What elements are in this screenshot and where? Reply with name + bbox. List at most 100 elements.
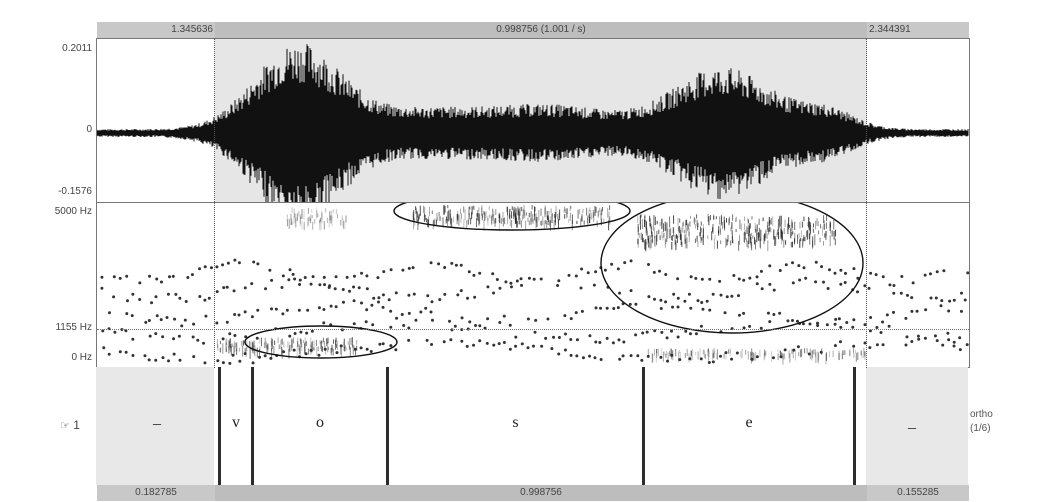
formant-dot — [748, 324, 752, 328]
formant-dot — [381, 305, 385, 309]
formant-dot — [664, 300, 668, 304]
formant-dot — [270, 307, 274, 311]
formant-dot — [750, 357, 754, 361]
textgrid-tier[interactable] — [96, 367, 968, 485]
spectrogram-panel[interactable] — [96, 202, 970, 368]
formant-dot — [274, 307, 278, 311]
formant-dot — [730, 357, 734, 361]
formant-dot — [934, 296, 938, 300]
formant-dot — [251, 361, 255, 365]
formant-dot — [904, 316, 908, 320]
formant-dot — [616, 267, 620, 271]
formant-dot — [923, 273, 927, 277]
interval-v[interactable]: v — [221, 414, 251, 438]
formant-dot — [768, 264, 772, 268]
formant-dot — [353, 347, 357, 351]
formant-dot — [460, 316, 464, 320]
formant-dot — [453, 324, 457, 328]
formant-dot — [166, 292, 170, 296]
waveform-panel[interactable] — [96, 38, 970, 204]
formant-dot — [552, 335, 556, 339]
formant-dot — [281, 312, 285, 316]
formant-dot — [161, 335, 165, 339]
bottom-bar-middle[interactable]: 0.998756 — [215, 485, 867, 501]
formant-dot — [311, 275, 315, 279]
formant-dot — [833, 322, 837, 326]
formant-dot — [863, 341, 867, 345]
interval-s[interactable]: s — [389, 414, 642, 438]
interval-boundary[interactable] — [853, 367, 856, 485]
interval-e[interactable]: e — [645, 414, 853, 438]
formant-dot — [335, 351, 339, 355]
interval-boundary[interactable] — [251, 367, 254, 485]
formant-dot — [288, 268, 292, 272]
formant-dot — [737, 313, 741, 317]
bottom-bar-right[interactable]: 0.155285 — [867, 485, 969, 501]
bottom-bar-left[interactable]: 0.182785 — [97, 485, 215, 501]
top-bar-selection[interactable]: 0.998756 (1.001 / s) — [215, 22, 867, 38]
formant-dot — [450, 261, 454, 265]
formant-dot — [594, 306, 598, 310]
formant-dot — [911, 281, 915, 285]
formant-dot — [419, 310, 423, 314]
tier-name-label[interactable]: ortho (1/6) — [970, 408, 1030, 436]
formant-dot — [659, 298, 663, 302]
top-bar-right-time[interactable]: 2.344391 — [867, 22, 969, 38]
formant-dot — [579, 286, 583, 290]
formant-dot — [966, 271, 969, 275]
formant-dot — [443, 292, 447, 296]
interval-o[interactable]: o — [254, 414, 386, 438]
formant-dot — [798, 278, 802, 282]
formant-dot — [581, 356, 585, 360]
formant-dot — [425, 338, 429, 342]
formant-dot — [599, 358, 603, 361]
top-bar-left-time[interactable]: 1.345636 — [97, 22, 215, 38]
formant-dot — [531, 344, 535, 348]
formant-dot — [411, 266, 415, 270]
interval-boundary[interactable] — [642, 367, 645, 485]
formant-dot — [305, 331, 309, 335]
formant-dot — [575, 354, 579, 358]
tier-number-label[interactable]: ☞ 1 — [60, 418, 94, 432]
formant-dot — [394, 291, 398, 295]
formant-dot — [414, 318, 418, 322]
formant-dot — [881, 275, 885, 279]
formant-dot — [148, 274, 152, 278]
formant-dot — [868, 346, 872, 350]
formant-dot — [820, 265, 824, 269]
interval-boundary[interactable] — [218, 367, 221, 485]
formant-dot — [688, 357, 692, 361]
formant-dot — [389, 344, 393, 348]
formant-dot — [826, 287, 830, 290]
formant-dot — [486, 317, 490, 321]
formant-dot — [863, 284, 867, 288]
formant-dot — [678, 358, 682, 362]
formant-dot — [306, 308, 310, 312]
formant-dot — [372, 296, 376, 300]
formant-dot — [389, 268, 393, 272]
formant-dot — [243, 286, 247, 290]
tier-selection-area — [214, 367, 866, 485]
formant-dot — [474, 324, 478, 327]
formant-dot — [856, 276, 860, 280]
formant-dot — [357, 286, 361, 290]
interval-silence-end[interactable]: _ — [857, 414, 967, 438]
formant-dot — [719, 293, 723, 297]
formant-dot — [742, 326, 746, 330]
formant-dot — [605, 336, 609, 340]
formant-dot — [131, 292, 135, 296]
formant-dot — [233, 313, 237, 316]
formant-dot — [647, 295, 651, 299]
formant-dot — [147, 319, 151, 322]
formant-dot — [172, 337, 176, 341]
formant-dot — [879, 331, 883, 334]
formant-dot — [359, 346, 363, 350]
formant-dot — [814, 280, 818, 284]
interval-silence-start[interactable]: _ — [96, 410, 218, 434]
formant-dot — [430, 343, 434, 346]
formant-dot — [910, 309, 914, 313]
formant-dot — [222, 286, 226, 290]
formant-dot — [429, 261, 433, 265]
formant-dot — [466, 296, 470, 300]
interval-boundary[interactable] — [386, 367, 389, 485]
